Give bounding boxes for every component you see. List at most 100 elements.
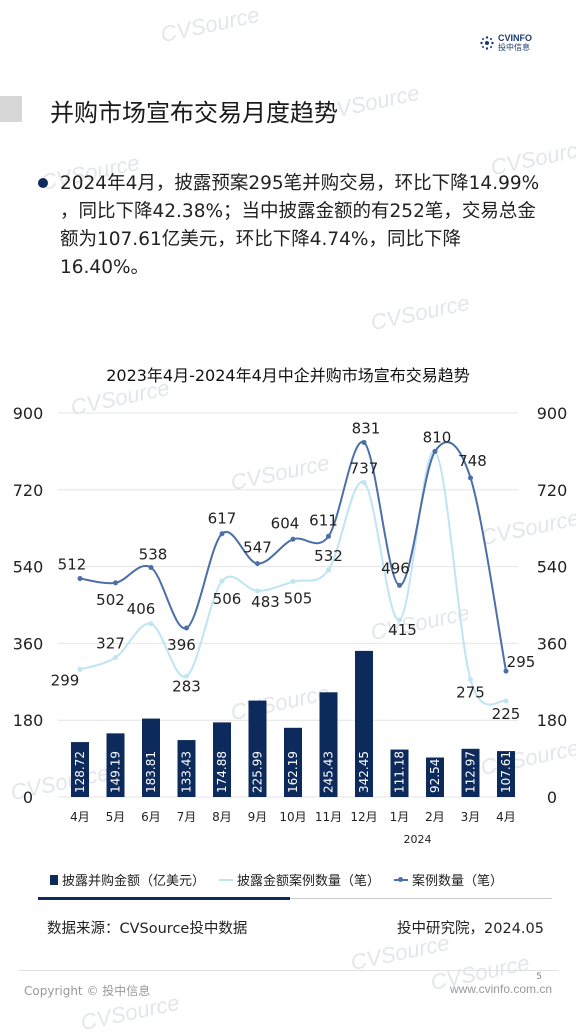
institute-date: 投中研究院，2024.05	[397, 921, 544, 937]
legend-swatch-dark-line	[394, 876, 409, 882]
bar-label: 342.45	[357, 751, 371, 793]
point-dark	[290, 536, 296, 542]
copyright: Copyright © 投中信息	[24, 984, 151, 998]
bar	[426, 757, 444, 797]
point-dark	[148, 564, 154, 570]
point-dark	[361, 439, 367, 445]
trend-chart: 2023年4月-2024年4月中企并购市场宣布交易趋势 0 0 180 180 360 36…	[13, 366, 568, 846]
page-title: 并购市场宣布交易月度趋势	[50, 99, 338, 127]
footer-divider	[18, 970, 558, 971]
title-accent-bar	[0, 96, 22, 122]
dark-line-label: 831	[352, 419, 381, 437]
legend-item-dark-line: 案例数量（笔）	[394, 870, 503, 889]
x-tick-label: 1月	[390, 810, 410, 824]
watermark: CVSource	[368, 289, 472, 336]
point-light	[290, 579, 296, 585]
point-light	[326, 567, 331, 573]
bar-label: 128.72	[73, 751, 87, 793]
x-tick-label: 12月	[350, 810, 377, 824]
point-light	[184, 673, 189, 679]
dark-line-label: 617	[208, 510, 237, 528]
bar	[71, 742, 89, 797]
bar	[319, 692, 338, 797]
point-dark	[397, 582, 402, 588]
bar	[497, 751, 515, 797]
point-light	[255, 588, 260, 594]
light-line-label: 483	[251, 593, 280, 611]
website-link[interactable]: www.cvinfo.com.cn	[449, 982, 552, 996]
point-dark	[503, 668, 509, 674]
bar-label: 111.18	[393, 751, 407, 793]
light-line-label: 505	[284, 590, 313, 608]
y-tick-right: 900	[537, 404, 568, 423]
y-tick-right: 540	[537, 558, 568, 577]
series-line-dark	[79, 441, 507, 672]
y-tick-left: 360	[13, 634, 44, 653]
point-dark	[113, 580, 118, 586]
point-dark	[326, 533, 331, 539]
bar-label: 225.99	[251, 751, 265, 793]
x-tick-label: 10月	[279, 810, 306, 824]
y-tick-right: 720	[537, 481, 568, 500]
page-number: 5	[536, 972, 542, 982]
dark-line-label: 496	[381, 559, 410, 577]
bar-label: 183.81	[144, 751, 158, 793]
bar	[284, 727, 302, 797]
bar	[390, 749, 409, 797]
legend-item-bar: 披露并购金额（亿美元）	[50, 870, 205, 889]
brand-logo: CVINFO 投中信息	[480, 34, 532, 53]
bar	[461, 748, 480, 797]
light-line-label: 275	[456, 684, 485, 702]
dark-line-label: 604	[271, 514, 300, 532]
brand-mark-icon	[480, 36, 494, 50]
y-tick-right: 0	[547, 788, 557, 807]
light-line-label: 327	[96, 634, 125, 652]
y-tick-left: 900	[13, 404, 44, 423]
chart-title: 2023年4月-2024年4月中企并购市场宣布交易趋势	[106, 366, 470, 385]
x-tick-label: 8月	[212, 810, 232, 824]
x-tick-label: 4月	[70, 810, 90, 824]
dark-line-label: 295	[507, 653, 536, 671]
bar	[142, 718, 160, 797]
bar-label: 149.19	[109, 751, 123, 793]
bar-label: 92.54	[428, 759, 442, 793]
bar-label: 107.61	[499, 751, 513, 793]
light-line-label: 406	[127, 600, 156, 618]
summary-text: 2024年4月，披露预案295笔并购交易，环比下降14.99% ，同比下降42.…	[60, 173, 540, 278]
bar	[177, 740, 196, 797]
watermark: CVSource	[158, 1, 262, 48]
point-light	[113, 654, 118, 660]
x-tick-label: 3月	[461, 810, 481, 824]
point-light	[361, 480, 367, 486]
point-light	[219, 578, 225, 584]
dark-line-label: 547	[243, 539, 272, 557]
point-light	[397, 617, 402, 623]
series-line-light	[79, 450, 507, 706]
bar	[213, 722, 231, 797]
point-light	[77, 666, 83, 672]
bar-label: 245.43	[322, 751, 336, 793]
bar-label: 133.43	[180, 751, 194, 793]
legend-label-bar: 披露并购金额（亿美元）	[62, 874, 206, 889]
light-line-label: 506	[213, 590, 242, 608]
light-line-label: 737	[350, 460, 379, 478]
y-tick-left: 0	[23, 788, 33, 807]
x-tick-label: 11月	[315, 810, 342, 824]
point-dark	[255, 561, 260, 567]
light-line-label: 532	[314, 547, 343, 565]
dark-line-label: 810	[423, 428, 452, 446]
point-light	[148, 621, 154, 627]
point-dark	[77, 576, 83, 582]
point-light	[503, 698, 509, 704]
point-dark	[468, 475, 473, 481]
x-tick-label: 6月	[141, 810, 161, 824]
bar-label: 162.19	[286, 751, 300, 793]
dark-line-label: 748	[458, 452, 487, 470]
x-year-label: 2024	[404, 833, 432, 846]
brand-name: CVINFO	[498, 33, 533, 43]
dark-line-label: 611	[309, 511, 338, 529]
point-light	[468, 677, 473, 683]
y-tick-right: 360	[537, 634, 568, 653]
point-dark	[184, 625, 189, 631]
bar	[106, 733, 125, 797]
